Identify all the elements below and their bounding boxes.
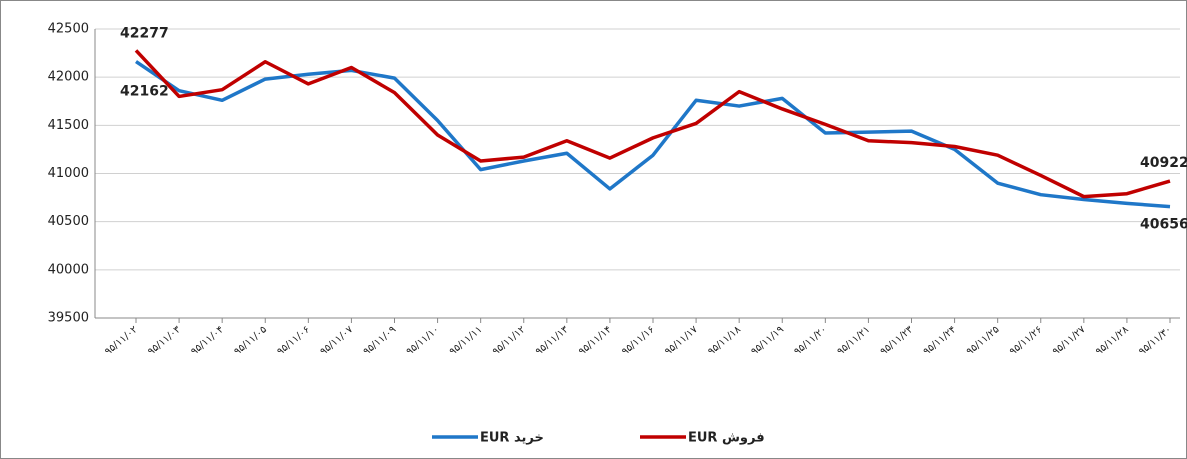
x-tick-label: ۹۵/۱۱/۱۸ [706, 324, 743, 358]
x-tick-label: ۹۵/۱۱/۱۷ [663, 324, 700, 358]
x-tick-label: ۹۵/۱۱/۱۳ [534, 324, 571, 358]
y-tick-label: 42500 [48, 22, 89, 37]
x-tick-label: ۹۵/۱۱/۲۶ [1008, 324, 1045, 357]
x-tick-label: ۹۵/۱۱/۱۰ [405, 324, 442, 357]
x-tick-label: ۹۵/۱۱/۰۷ [318, 324, 355, 358]
x-tick-label: ۹۵/۱۱/۱۲ [491, 324, 528, 357]
x-tick-label: ۹۵/۱۱/۰۴ [189, 324, 226, 357]
x-tick-label: ۹۵/۱۱/۰۲ [103, 324, 140, 357]
x-tick-label: ۹۵/۱۱/۱۱ [448, 324, 485, 357]
y-tick-label: 40500 [48, 214, 89, 229]
legend-label: خرید EUR [480, 431, 544, 446]
x-tick-label: ۹۵/۱۱/۰۳ [146, 324, 183, 358]
x-tick-label: ۹۵/۱۱/۳۰ [1137, 324, 1174, 357]
data-label: 42277 [120, 25, 169, 41]
series-line [134, 49, 1171, 199]
y-tick-label: 41500 [48, 118, 89, 133]
series-line [135, 60, 1171, 209]
x-tick-label: ۹۵/۱۱/۱۹ [749, 324, 786, 357]
y-tick-label: 41000 [48, 166, 89, 181]
legend: خرید EUR فروش EUR [432, 431, 765, 446]
x-tick-label: ۹۵/۱۱/۱۴ [577, 324, 614, 357]
x-tick-label: ۹۵/۱۱/۲۴ [922, 324, 959, 357]
x-tick-label: ۹۵/۱۱/۰۹ [361, 324, 398, 357]
y-tick-label: 39500 [48, 311, 89, 326]
x-tick-label: ۹۵/۱۱/۰۶ [275, 324, 312, 357]
x-tick-label: ۹۵/۱۱/۲۰ [792, 324, 829, 357]
x-tick-label: ۹۵/۱۱/۰۵ [232, 324, 269, 357]
x-tick-label: ۹۵/۱۱/۲۸ [1094, 324, 1131, 358]
data-label: 42162 [120, 84, 169, 100]
x-tick-label: ۹۵/۱۱/۲۵ [965, 324, 1002, 357]
x-tick-label: ۹۵/۱۱/۲۱ [835, 324, 872, 357]
y-tick-label: 40000 [48, 262, 89, 277]
y-tick-label: 42000 [48, 70, 89, 85]
legend-label: فروش EUR [688, 431, 765, 446]
data-label: 40922 [1140, 155, 1187, 171]
x-tick-label: ۹۵/۱۱/۲۳ [878, 324, 915, 358]
data-label: 40656 [1140, 217, 1187, 233]
x-tick-label: ۹۵/۱۱/۲۷ [1051, 324, 1088, 358]
x-tick-label: ۹۵/۱۱/۱۶ [620, 324, 657, 357]
